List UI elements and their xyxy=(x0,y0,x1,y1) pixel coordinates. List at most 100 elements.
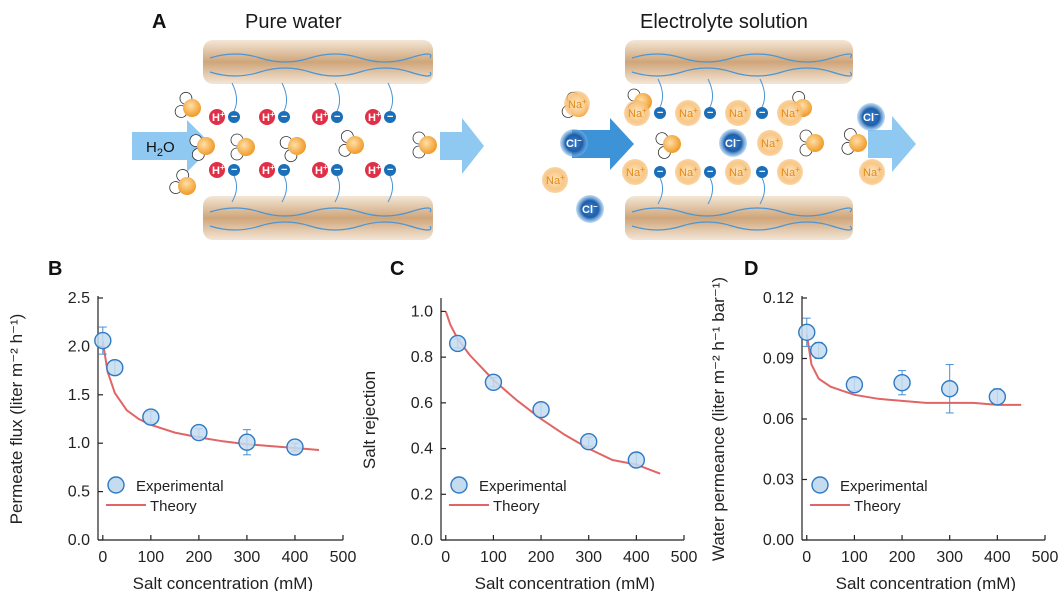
sulfonate-label: − xyxy=(387,164,393,176)
sulfonate-group: − xyxy=(331,111,343,123)
sulfonate-group: − xyxy=(756,166,768,178)
x-tick-label: 400 xyxy=(282,549,309,566)
pure-water-channel: H+ − H+ − H+ − H+ −H+ − H+ − H+ − H+ − xyxy=(203,40,433,240)
polymer-tether xyxy=(657,78,664,108)
sulfonate-group: − xyxy=(278,111,290,123)
electrolyte-title: Electrolyte solution xyxy=(640,11,808,33)
sulfonate-group: − xyxy=(756,107,768,119)
x-axis-title: Salt concentration (mM) xyxy=(133,574,313,591)
electrolyte-inflow-arrow xyxy=(572,118,634,170)
sulfonate-label: − xyxy=(387,111,393,123)
water-molecule xyxy=(412,131,437,159)
experimental-point xyxy=(988,388,1007,406)
legend-marker-experimental xyxy=(107,476,125,494)
chloride-ion: Cl− xyxy=(857,103,885,131)
y-tick-label: 0.03 xyxy=(763,472,794,489)
sodium-ion: Na+ xyxy=(777,159,803,185)
water-inflow-arrow xyxy=(132,120,213,172)
x-tick-label: 500 xyxy=(671,549,698,566)
sulfonate-label: − xyxy=(707,107,713,119)
sulfonate-label: − xyxy=(281,164,287,176)
experimental-point xyxy=(809,341,828,360)
x-axis-title: Salt concentration (mM) xyxy=(836,574,1016,591)
experimental-point xyxy=(532,401,550,419)
sodium-ion: Na+ xyxy=(622,159,648,185)
sulfonate-label: − xyxy=(759,107,765,119)
polymer-tether xyxy=(759,78,766,108)
sodium-ion: Na+ xyxy=(757,130,783,156)
theory-curve xyxy=(805,334,1022,406)
x-tick-label: 200 xyxy=(186,549,213,566)
water-molecule xyxy=(799,129,824,157)
sulfonate-label: − xyxy=(707,166,713,178)
sulfonate-group: − xyxy=(704,107,716,119)
lower-membrane-wall xyxy=(203,196,433,240)
legend-marker-experimental xyxy=(811,476,829,494)
theory-curve xyxy=(101,341,320,451)
polymer-tether xyxy=(759,177,766,205)
sodium-ion: Na+ xyxy=(859,159,885,185)
legend-label-experimental: Experimental xyxy=(479,478,567,495)
x-tick-label: 100 xyxy=(480,549,507,566)
polymer-fiber xyxy=(209,67,432,77)
x-tick-label: 0 xyxy=(98,549,107,566)
water-molecule xyxy=(174,91,201,118)
panel-letter-d: D xyxy=(744,258,758,280)
electrolyte-channel xyxy=(625,40,853,240)
polymer-tether xyxy=(707,78,714,108)
legend-label-theory: Theory xyxy=(150,498,197,515)
experimental-point xyxy=(798,323,816,341)
y-tick-label: 2.5 xyxy=(68,290,90,307)
sulfonate-label: − xyxy=(231,111,237,123)
y-tick-label: 0.5 xyxy=(68,484,90,501)
x-tick-label: 400 xyxy=(984,549,1011,566)
legend-label-experimental: Experimental xyxy=(136,478,224,495)
electrolyte-outflow-arrow xyxy=(868,116,916,172)
sulfonate-group: − xyxy=(331,164,343,176)
sulfonate-group: − xyxy=(384,111,396,123)
water-outflow-arrow xyxy=(440,118,484,174)
polymer-tether xyxy=(387,82,394,112)
panel-letter-a: A xyxy=(152,11,166,33)
sulfonate-group: − xyxy=(704,166,716,178)
proton-ion: H+ xyxy=(259,162,275,178)
sodium-ion: Na+ xyxy=(675,159,701,185)
y-axis-title: Permeate flux (liter m⁻² h⁻¹) xyxy=(7,314,26,525)
y-tick-label: 0.8 xyxy=(411,349,433,366)
sulfonate-label: − xyxy=(334,164,340,176)
polymer-fiber xyxy=(209,53,432,63)
water-molecules xyxy=(169,91,437,195)
experimental-point xyxy=(448,334,467,353)
x-tick-label: 200 xyxy=(528,549,555,566)
sodium-ion: Na+ xyxy=(725,100,751,126)
chart-d-water-permeance: D 0 100 200 300 400 500 0.00 0.03 0.06 0.09 0.12 Sa… xyxy=(709,258,1058,591)
y-tick-label: 0.00 xyxy=(763,532,794,549)
h2o-label: H2O xyxy=(146,139,175,159)
sulfonate-group: − xyxy=(384,164,396,176)
panel-letter-c: C xyxy=(390,258,404,280)
sulfonate-group: − xyxy=(654,166,666,178)
x-tick-label: 500 xyxy=(1032,549,1059,566)
polymer-tether xyxy=(657,177,664,205)
water-molecule xyxy=(230,133,255,161)
y-tick-label: 0.0 xyxy=(411,532,433,549)
polymer-fiber xyxy=(209,221,432,231)
polymer-tether xyxy=(281,82,288,112)
y-tick-label: 0.12 xyxy=(763,290,794,307)
polymer-tether xyxy=(231,82,238,112)
polymer-fiber xyxy=(631,221,853,231)
sulfonate-label: − xyxy=(657,166,663,178)
proton-ion: H+ xyxy=(312,162,328,178)
sodium-ion: Na+ xyxy=(675,100,701,126)
water-molecule xyxy=(189,134,215,161)
polymer-tether xyxy=(334,175,341,203)
y-tick-label: 0.6 xyxy=(411,395,433,412)
y-tick-label: 1.0 xyxy=(411,303,433,320)
pure-water-title: Pure water xyxy=(245,11,342,33)
water-molecule xyxy=(169,169,196,195)
panel-letter-b: B xyxy=(48,258,62,280)
y-tick-label: 0.09 xyxy=(763,351,794,368)
proton-ion: H+ xyxy=(259,109,275,125)
x-tick-label: 300 xyxy=(936,549,963,566)
